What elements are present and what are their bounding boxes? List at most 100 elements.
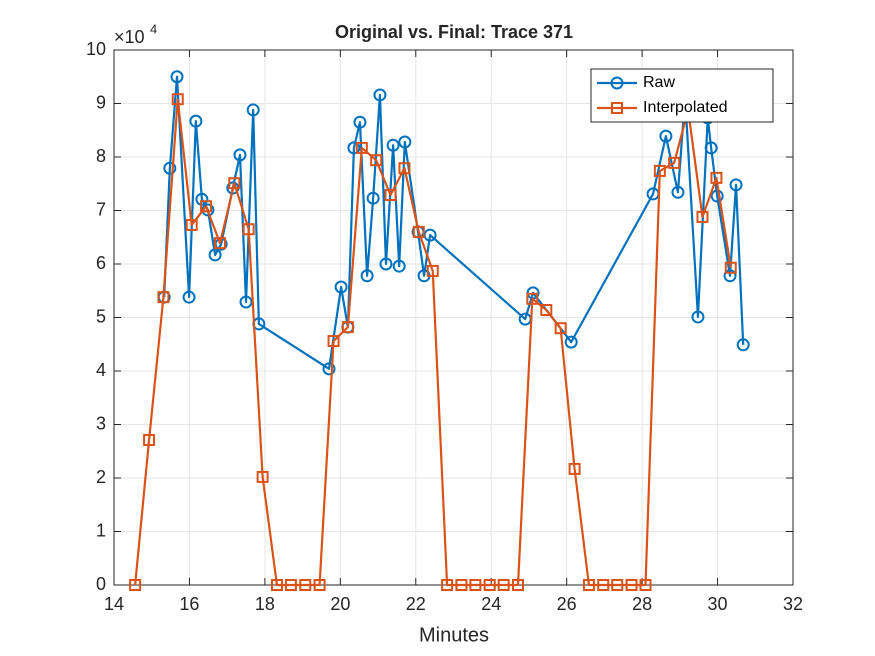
data-point [228, 177, 241, 190]
data-point [736, 338, 750, 352]
chart-title: Original vs. Final: Trace 371 [335, 22, 573, 42]
data-point [208, 248, 222, 262]
y-tick-label: 0 [96, 574, 106, 594]
data-point [483, 579, 496, 591]
data-point [242, 223, 255, 236]
data-point [724, 261, 737, 274]
data-point [597, 579, 610, 591]
x-tick-label: 32 [783, 594, 803, 614]
data-point [246, 103, 260, 117]
y-tick-label: 6 [96, 253, 106, 273]
data-point [284, 579, 297, 591]
data-point [322, 362, 336, 376]
data-point [386, 138, 400, 152]
y-tick-label: 4 [96, 360, 106, 380]
data-point [341, 321, 354, 334]
data-point [729, 178, 743, 192]
data-point [170, 70, 184, 84]
data-point [233, 148, 247, 162]
data-point [370, 154, 383, 167]
data-point [327, 335, 340, 348]
data-point [653, 164, 666, 177]
legend-marker [611, 102, 623, 114]
data-point [347, 141, 361, 155]
data-point [540, 304, 553, 317]
data-point [163, 161, 177, 175]
legend-label: Raw [643, 74, 675, 91]
x-tick-label: 26 [557, 594, 577, 614]
data-point [426, 264, 439, 277]
data-point [270, 579, 283, 591]
x-axis-label: Minutes [419, 624, 489, 646]
y-tick-label: 5 [96, 306, 106, 326]
data-point [568, 462, 581, 475]
y-tick-label: 2 [96, 467, 106, 487]
data-point [659, 129, 673, 143]
legend: Raw Interpolated [590, 68, 774, 123]
data-point [360, 269, 374, 283]
data-point [239, 295, 253, 309]
data-point [710, 171, 723, 184]
data-point [171, 93, 184, 106]
data-point [373, 88, 387, 102]
data-point [564, 335, 578, 349]
data-point [671, 185, 685, 199]
data-point [189, 114, 203, 128]
data-point [704, 141, 718, 155]
x-tick-label: 22 [406, 594, 426, 614]
y-tick-label: 10 [86, 39, 106, 59]
data-point [157, 291, 170, 304]
y-tick-label: 9 [96, 92, 106, 112]
data-point [143, 434, 156, 447]
x-tick-label: 16 [179, 594, 199, 614]
data-point [455, 579, 468, 591]
data-point [526, 292, 539, 305]
data-point [512, 579, 525, 591]
data-point [256, 470, 269, 483]
y-tick-label: 7 [96, 199, 106, 219]
x-tick-label: 14 [104, 594, 124, 614]
data-point [668, 156, 681, 169]
data-point [639, 579, 652, 591]
data-point [398, 135, 412, 149]
data-point [611, 579, 624, 591]
x-tick-label: 28 [632, 594, 652, 614]
data-point [582, 579, 595, 591]
data-point [313, 579, 326, 591]
data-point [200, 200, 213, 213]
y-tick-label: 1 [96, 520, 106, 540]
data-point [384, 188, 397, 201]
x-tick-label: 20 [330, 594, 350, 614]
x-tick-label: 30 [708, 594, 728, 614]
data-point [299, 579, 312, 591]
data-point [469, 579, 482, 591]
legend-label: Interpolated [643, 99, 728, 116]
x-tick-label: 24 [481, 594, 501, 614]
y-multiplier-base: ×10 [114, 27, 145, 47]
data-point [412, 225, 425, 238]
y-tick-label: 3 [96, 413, 106, 433]
data-point [441, 579, 454, 591]
x-tick-label: 18 [255, 594, 275, 614]
data-point [129, 579, 142, 591]
data-point [625, 579, 638, 591]
data-point [182, 290, 196, 304]
data-point [497, 579, 510, 591]
data-point [366, 191, 380, 205]
data-point [379, 257, 393, 271]
y-multiplier-power: 4 [150, 21, 157, 36]
y-tick-label: 8 [96, 146, 106, 166]
data-point [691, 310, 705, 324]
data-point [392, 259, 406, 273]
data-point [554, 322, 567, 335]
data-point [723, 269, 737, 283]
data-point [353, 115, 367, 129]
data-point [398, 162, 411, 175]
data-point [213, 237, 226, 250]
data-point [334, 280, 348, 294]
series-line [134, 98, 732, 587]
data-point [696, 210, 709, 223]
data-point [355, 141, 368, 154]
